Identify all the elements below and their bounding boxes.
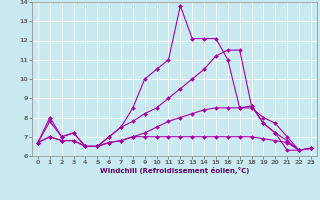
X-axis label: Windchill (Refroidissement éolien,°C): Windchill (Refroidissement éolien,°C) (100, 167, 249, 174)
